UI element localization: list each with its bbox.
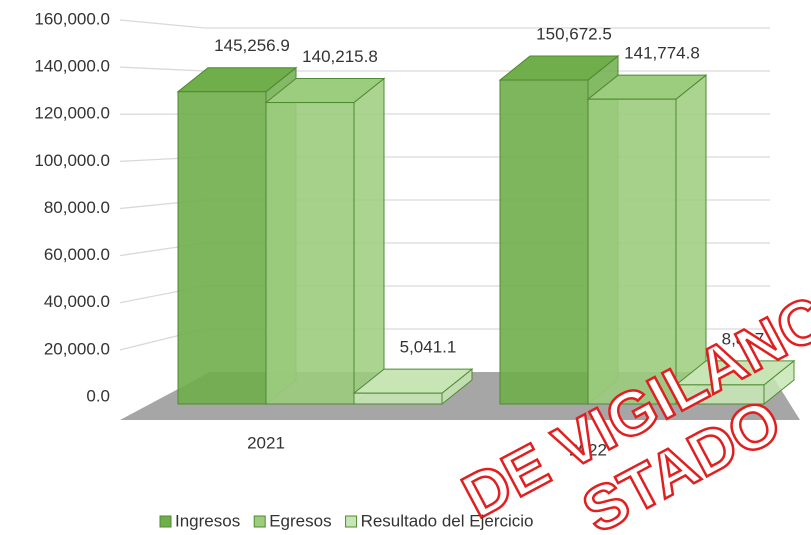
bar-3d — [586, 74, 708, 406]
legend-swatch — [345, 515, 358, 528]
y-tick-label: 80,000.0 — [44, 198, 110, 217]
bar — [177, 91, 267, 405]
bar — [499, 79, 589, 405]
y-tick-label: 160,000.0 — [34, 9, 110, 28]
data-label: 150,672.5 — [536, 25, 612, 44]
bar — [265, 102, 355, 405]
x-tick-label: 2021 — [247, 433, 285, 452]
y-tick-label: 20,000.0 — [44, 339, 110, 358]
bar-3d — [264, 77, 386, 406]
bar — [587, 98, 677, 405]
data-label: 5,041.1 — [400, 338, 457, 357]
y-tick-label: 40,000.0 — [44, 292, 110, 311]
bar-3d — [352, 368, 474, 406]
legend-label: Resultado del Ejercicio — [361, 511, 534, 530]
legend-label: Ingresos — [175, 511, 240, 530]
data-label: 8,897.7 — [722, 329, 779, 348]
legend-swatch — [159, 515, 172, 528]
data-label: 141,774.8 — [624, 44, 700, 63]
data-label: 140,215.8 — [302, 47, 378, 66]
bar — [353, 392, 443, 405]
y-tick-label: 60,000.0 — [44, 245, 110, 264]
y-tick-label: 120,000.0 — [34, 104, 110, 123]
bar-3d — [674, 359, 796, 406]
y-tick-label: 0.0 — [86, 386, 110, 405]
grid-line — [119, 19, 770, 29]
bar — [675, 384, 765, 405]
bar-side — [353, 77, 385, 406]
legend-swatch — [253, 515, 266, 528]
data-label: 145,256.9 — [214, 36, 290, 55]
y-tick-label: 140,000.0 — [34, 57, 110, 76]
x-tick-label: 2022 — [569, 440, 607, 459]
y-tick-label: 100,000.0 — [34, 151, 110, 170]
legend-label: Egresos — [269, 511, 331, 530]
